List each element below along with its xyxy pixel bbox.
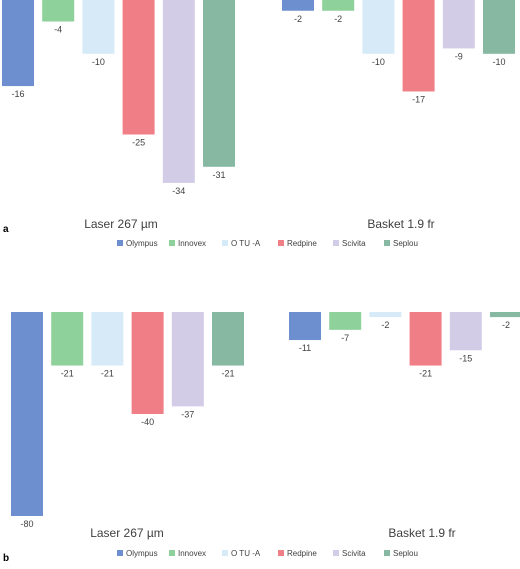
legend-label: Seplou xyxy=(393,549,418,558)
legend-label: O TU -A xyxy=(231,239,261,248)
bar-laser-otua xyxy=(82,0,115,54)
data-label: -25 xyxy=(132,138,145,148)
group-label-basket: Basket 1.9 fr xyxy=(367,217,434,231)
data-label: -2 xyxy=(334,14,342,24)
legend-swatch-scivita xyxy=(333,240,339,246)
legend-label: O TU -A xyxy=(231,549,261,558)
bar-basket-seplou xyxy=(483,0,515,54)
bar-basket-scivita xyxy=(442,0,475,49)
bar-laser-olympus xyxy=(2,0,34,87)
bar-basket-innovex xyxy=(322,0,355,11)
bar-laser-redpine xyxy=(122,0,155,135)
data-label: -21 xyxy=(101,369,114,379)
data-label: -80 xyxy=(20,519,33,529)
data-label: -21 xyxy=(61,369,74,379)
bar-laser-redpine xyxy=(131,312,164,414)
data-label: -9 xyxy=(455,51,463,61)
data-label: -21 xyxy=(221,369,234,379)
data-label: -40 xyxy=(141,417,154,427)
bar-basket-olympus xyxy=(282,0,314,11)
bar-laser-scivita xyxy=(171,312,204,407)
data-label: -37 xyxy=(181,409,194,419)
data-label: -10 xyxy=(492,57,505,67)
bar-laser-olympus xyxy=(11,312,43,516)
bar-basket-otua xyxy=(369,312,402,318)
legend-swatch-seplou xyxy=(384,240,390,246)
legend-swatch-seplou xyxy=(384,550,390,556)
group-label-basket: Basket 1.9 fr xyxy=(388,526,455,540)
data-label: -17 xyxy=(412,94,425,104)
panel-b: -80 -21 -21 -40 -37 -21 Laser 267 µm -11 -7 -2 -21… xyxy=(3,312,520,564)
bar-laser-innovex xyxy=(51,312,84,366)
bar-laser-scivita xyxy=(162,0,195,183)
data-label: -16 xyxy=(11,89,24,99)
bar-basket-redpine xyxy=(409,312,442,366)
bar-basket-otua xyxy=(362,0,395,54)
bar-basket-redpine xyxy=(402,0,435,92)
data-label: -11 xyxy=(299,343,311,353)
legend-swatch-olympus xyxy=(117,240,123,246)
bar-laser-otua xyxy=(91,312,124,366)
bar-basket-scivita xyxy=(449,312,482,351)
legend-swatch-olympus xyxy=(117,550,123,556)
legend-swatch-scivita xyxy=(333,550,339,556)
legend-label: Redpine xyxy=(287,239,317,248)
data-label: -7 xyxy=(341,333,349,343)
bar-laser-seplou xyxy=(212,312,244,366)
group-label-laser: Laser 267 µm xyxy=(84,217,158,231)
panel-a: -16 -4 -10 -25 -34 -31 Laser 267 µm -2 -2 -10 -17 -… xyxy=(2,0,515,248)
data-label: -21 xyxy=(419,369,432,379)
data-label: -31 xyxy=(212,170,225,180)
legend-label: Scivita xyxy=(342,549,366,558)
data-label: -2 xyxy=(502,320,510,330)
panel-label: b xyxy=(3,553,9,564)
group-label-laser: Laser 267 µm xyxy=(90,526,164,540)
bar-basket-seplou xyxy=(490,312,520,318)
legend-swatch-otua xyxy=(222,550,228,556)
bar-basket-innovex xyxy=(329,312,362,330)
data-label: -34 xyxy=(172,186,185,196)
legend-swatch-redpine xyxy=(278,550,284,556)
legend-swatch-innovex xyxy=(169,550,175,556)
legend-label: Olympus xyxy=(126,239,158,248)
legend-label: Redpine xyxy=(287,549,317,558)
legend-swatch-otua xyxy=(222,240,228,246)
legend-label: Seplou xyxy=(393,239,418,248)
data-label: -2 xyxy=(294,14,302,24)
data-label: -4 xyxy=(54,25,62,35)
legend-label: Scivita xyxy=(342,239,366,248)
legend-swatch-redpine xyxy=(278,240,284,246)
data-label: -2 xyxy=(381,320,389,330)
legend-label: Innovex xyxy=(178,549,206,558)
legend-label: Innovex xyxy=(178,239,206,248)
data-label: -10 xyxy=(92,57,105,67)
bar-laser-innovex xyxy=(42,0,75,22)
bar-basket-olympus xyxy=(289,312,321,341)
data-label: -15 xyxy=(459,353,472,363)
panel-label: a xyxy=(3,224,9,235)
legend-swatch-innovex xyxy=(169,240,175,246)
bar-laser-seplou xyxy=(203,0,235,167)
data-label: -10 xyxy=(372,57,385,67)
legend-label: Olympus xyxy=(126,549,158,558)
